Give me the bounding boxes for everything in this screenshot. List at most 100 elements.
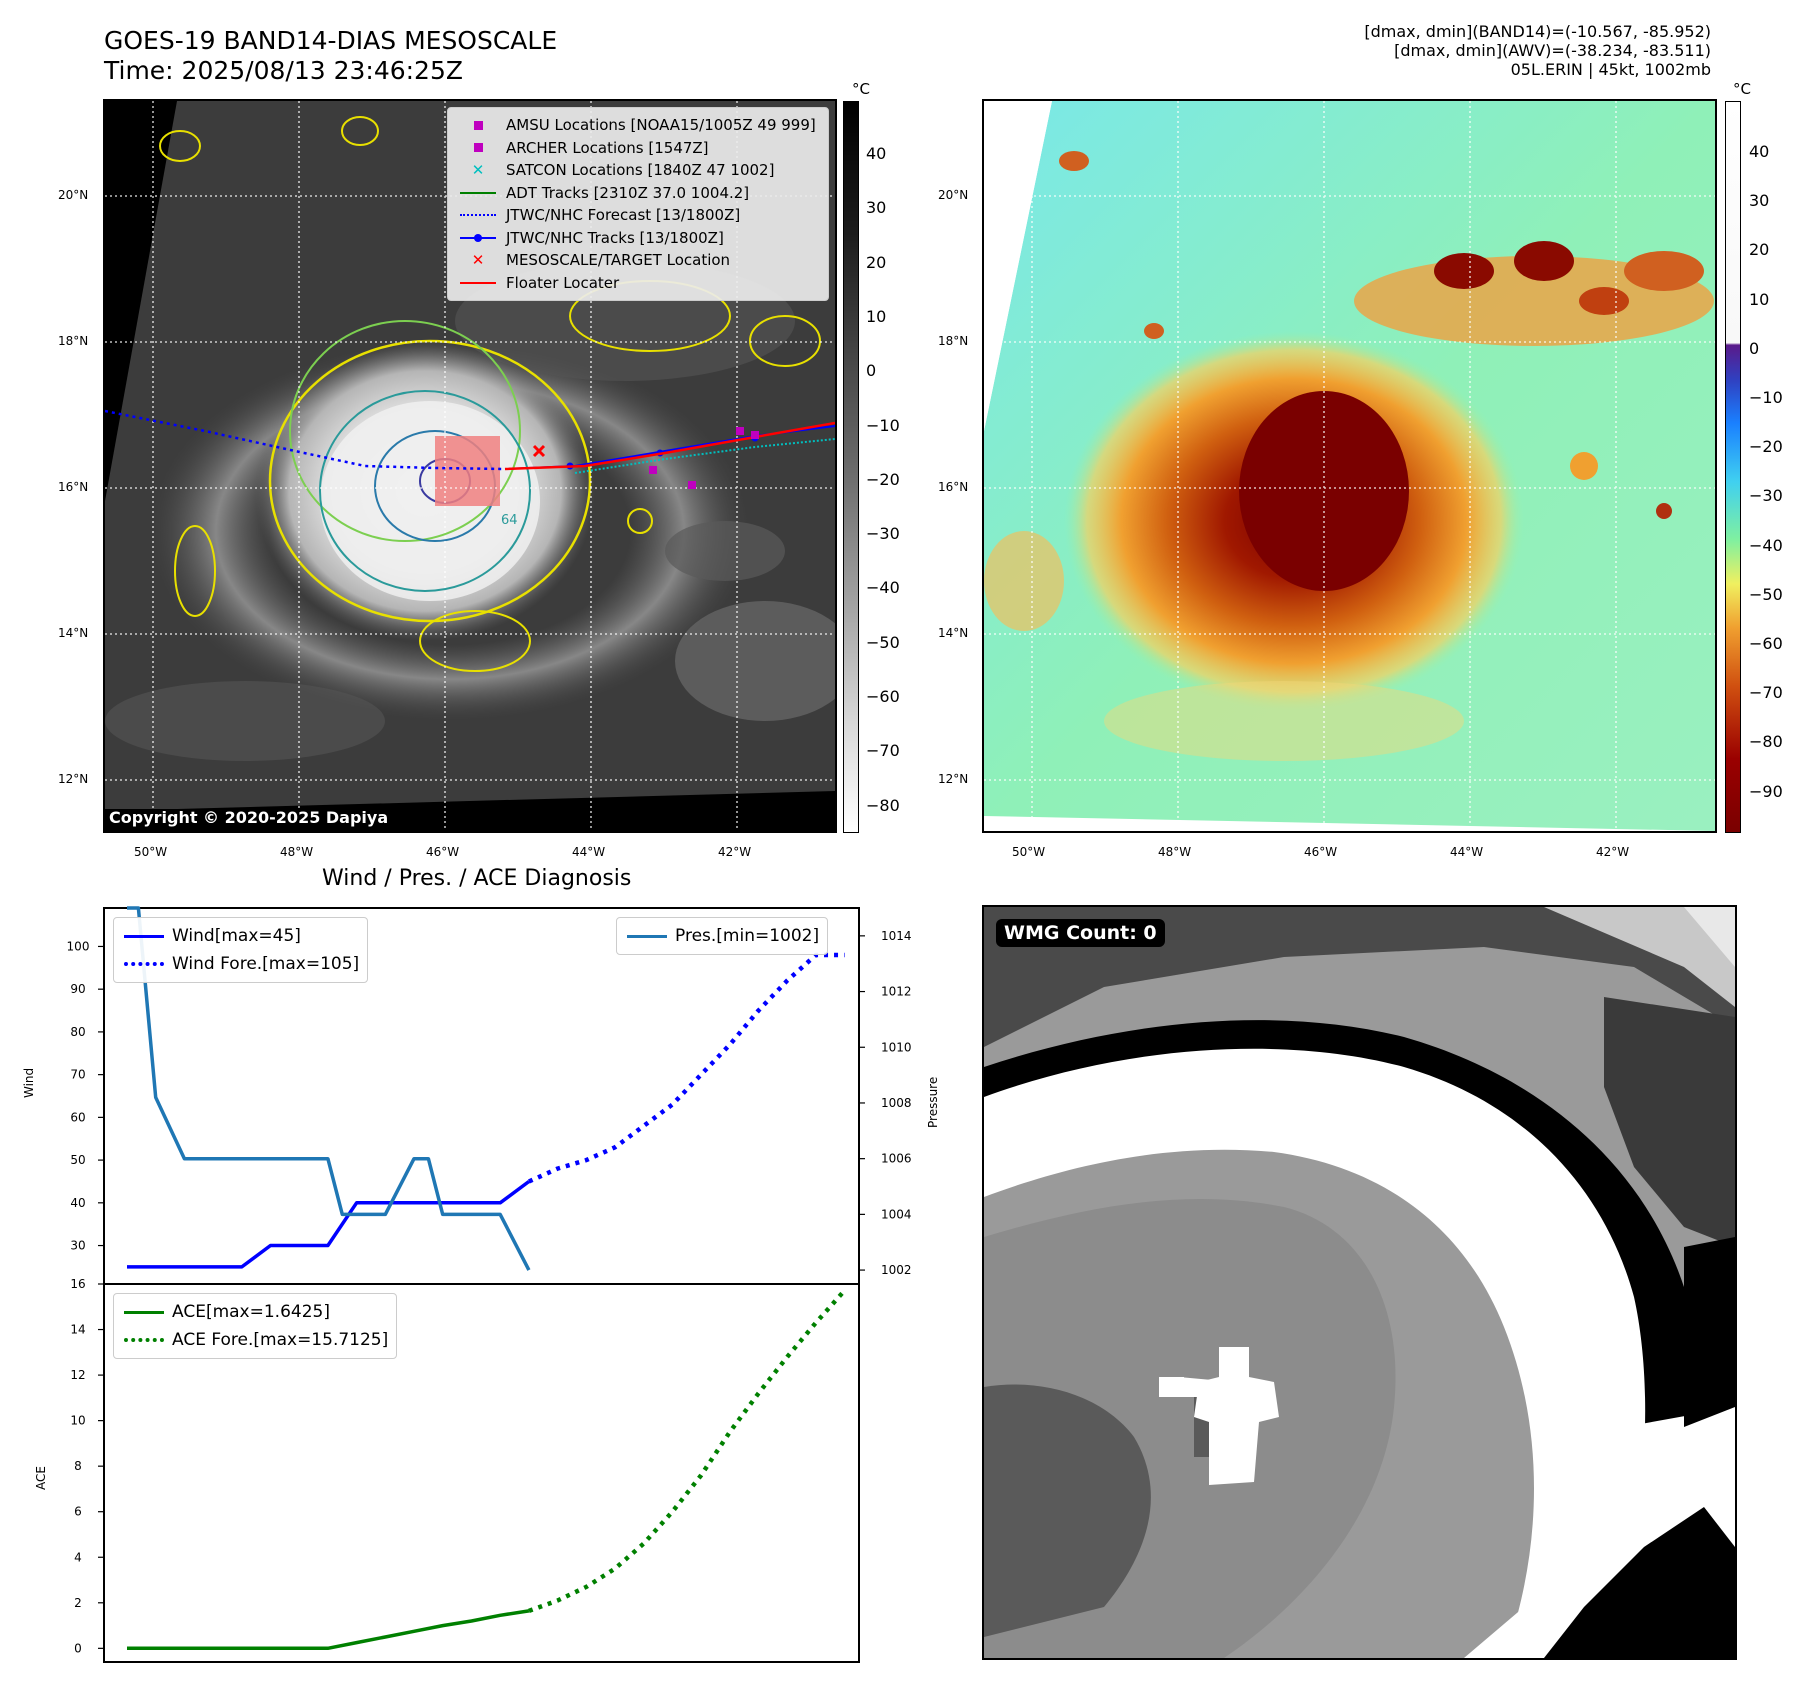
lat-label: 18°N xyxy=(938,334,969,348)
legend-label: SATCON Locations [1840Z 47 1002] xyxy=(506,161,775,180)
wmg-image xyxy=(984,907,1735,1658)
blue-line-dot-icon xyxy=(456,233,500,242)
colorbar-tick-label: 0 xyxy=(866,361,877,381)
blue-dotted-line-icon xyxy=(456,214,500,217)
chart-title-line1: GOES-19 BAND14-DIAS MESOSCALE xyxy=(104,26,558,55)
lon-label: 50°W xyxy=(1012,845,1046,859)
colorbar-tick-label: −40 xyxy=(1749,535,1783,555)
wmg-panel: WMG Count: 0 xyxy=(982,905,1737,1660)
colorbar-tick-label: 0 xyxy=(1749,338,1760,358)
legend-forecast: JTWC/NHC Forecast [13/1800Z] xyxy=(456,204,820,227)
lat-label: 14°N xyxy=(58,626,89,640)
legend-archer: ARCHER Locations [1547Z] xyxy=(456,137,820,160)
lon-label: 46°W xyxy=(426,845,460,859)
lon-label: 42°W xyxy=(1596,845,1630,859)
ace-axis-tick-label: 16 xyxy=(70,1277,85,1291)
colorbar-tick-label: −60 xyxy=(866,687,900,706)
wind-axis-tick-label: 60 xyxy=(70,1110,85,1124)
legend-label: ACE Fore.[max=15.7125] xyxy=(172,1330,389,1350)
ace-axis-tick-label: 14 xyxy=(70,1323,85,1337)
colorbar-tick-label: −70 xyxy=(1749,683,1783,703)
colorbar-tick-label: −30 xyxy=(1749,486,1783,506)
wind-axis-tick-label: 40 xyxy=(70,1196,85,1210)
pressure-axis-tick-label: 1004 xyxy=(881,1207,912,1221)
legend-amsu: AMSU Locations [NOAA15/1005Z 49 999] xyxy=(456,114,820,137)
pressure-axis-tick-label: 1012 xyxy=(881,985,912,999)
legend-ace-fore: ACE Fore.[max=15.7125] xyxy=(122,1326,388,1354)
colorbar-tick-label: 30 xyxy=(866,198,887,218)
lat-label: 20°N xyxy=(58,188,89,202)
legend-wind: Wind[max=45] xyxy=(122,922,359,950)
wind-axis-tick-label: 70 xyxy=(70,1068,85,1082)
pressure-axis-tick-label: 1010 xyxy=(881,1040,912,1054)
legend-target: ✕ MESOSCALE/TARGET Location xyxy=(456,249,820,272)
left-colorbar-unit: °C xyxy=(852,80,870,98)
colorbar-tick-label: −50 xyxy=(1749,584,1783,604)
legend-label: JTWC/NHC Forecast [13/1800Z] xyxy=(506,206,741,225)
lat-label: 14°N xyxy=(938,626,969,640)
colorbar-tick-label: −80 xyxy=(866,795,900,815)
colorbar-tick-label: −20 xyxy=(866,469,900,489)
colorbar-tick-label: 20 xyxy=(866,252,887,272)
chart-title-line2: Time: 2025/08/13 23:46:25Z xyxy=(104,56,463,85)
green-line-icon xyxy=(456,191,500,194)
awv-map-panel xyxy=(982,99,1717,833)
colorbar-tick-label: −30 xyxy=(866,524,900,544)
lon-label: 50°W xyxy=(134,845,168,859)
colorbar-tick-label: 40 xyxy=(1749,142,1770,161)
stats-band14: [dmax, dmin](BAND14)=(-10.567, -85.952) xyxy=(1364,22,1711,41)
wind-axis-tick-label: 80 xyxy=(70,1025,85,1039)
stats-awv: [dmax, dmin](AWV)=(-38.234, -83.511) xyxy=(1394,41,1711,60)
pressure-line xyxy=(127,906,531,1271)
wind-axis-tick-label: 30 xyxy=(70,1239,85,1253)
map-legend: AMSU Locations [NOAA15/1005Z 49 999] ARC… xyxy=(447,107,829,301)
magenta-square-icon xyxy=(456,143,500,153)
legend-floater: Floater Locater xyxy=(456,272,820,295)
legend-label: AMSU Locations [NOAA15/1005Z 49 999] xyxy=(506,116,816,135)
colorbar-tick-label: −40 xyxy=(866,578,900,598)
pressure-axis-title: Pressure xyxy=(926,1076,940,1128)
stats-block: [dmax, dmin](BAND14)=(-10.567, -85.952) … xyxy=(1364,22,1711,79)
legend-tracks: JTWC/NHC Tracks [13/1800Z] xyxy=(456,227,820,250)
wind-legend: Wind[max=45] Wind Fore.[max=105] xyxy=(113,917,369,983)
lon-label: 48°W xyxy=(1158,845,1192,859)
pressure-axis-tick-label: 1006 xyxy=(881,1152,912,1166)
green-dotted-line-icon xyxy=(122,1338,166,1342)
wind-forecast-line xyxy=(527,952,845,1184)
legend-wind-fore: Wind Fore.[max=105] xyxy=(122,950,359,978)
ace-axis-tick-label: 0 xyxy=(74,1641,82,1655)
wind-axis-tick-label: 90 xyxy=(70,982,85,996)
lon-label: 42°W xyxy=(718,845,752,859)
ace-axis-tick-label: 8 xyxy=(74,1459,82,1473)
legend-label: ACE[max=1.6425] xyxy=(172,1302,330,1322)
diagnosis-title: Wind / Pres. / ACE Diagnosis xyxy=(322,866,632,891)
colorbar-tick-label: −10 xyxy=(1749,388,1783,407)
red-x-icon: ✕ xyxy=(471,251,485,270)
cyan-x-icon: ✕ xyxy=(471,161,485,180)
colorbar-tick-label: −20 xyxy=(1749,437,1783,457)
left-colorbar xyxy=(843,101,859,833)
lon-label: 44°W xyxy=(572,845,606,859)
colorbar-tick-label: −50 xyxy=(866,632,900,652)
lat-label: 12°N xyxy=(58,772,89,786)
colorbar-tick-label: 10 xyxy=(1749,289,1770,309)
wind-axis-tick-label: 50 xyxy=(70,1153,85,1167)
ace-legend: ACE[max=1.6425] ACE Fore.[max=15.7125] xyxy=(113,1293,398,1359)
wind-axis-tick-label: 100 xyxy=(67,939,90,953)
wmg-count-badge: WMG Count: 0 xyxy=(996,919,1165,947)
lat-label: 20°N xyxy=(938,188,969,202)
legend-label: Wind[max=45] xyxy=(172,926,301,946)
magenta-square-icon xyxy=(456,120,500,130)
lon-label: 48°W xyxy=(280,845,314,859)
pressure-axis-tick-label: 1008 xyxy=(881,1096,912,1110)
colorbar-tick-label: −80 xyxy=(1749,732,1783,752)
colorbar-tick-label: −90 xyxy=(1749,781,1783,801)
steelblue-line-icon xyxy=(625,934,669,938)
legend-label: MESOSCALE/TARGET Location xyxy=(506,251,731,270)
blue-dotted-line-icon xyxy=(122,962,166,966)
ace-axis-tick-label: 10 xyxy=(70,1414,85,1428)
legend-label: Pres.[min=1002] xyxy=(675,926,820,946)
lat-label: 12°N xyxy=(938,772,969,786)
lat-label: 16°N xyxy=(938,480,969,494)
